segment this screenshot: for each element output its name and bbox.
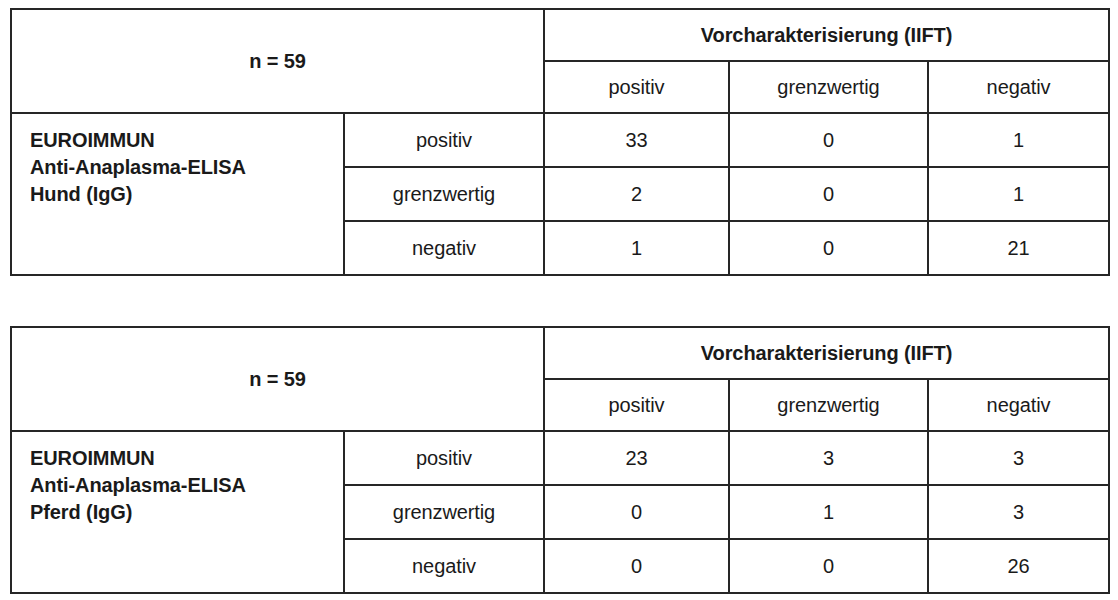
value-cell: 3: [928, 485, 1109, 539]
value-cell: 0: [729, 539, 928, 593]
value-cell: 1: [544, 221, 729, 275]
anaplasma-elisa-pferd-table: n = 59 Vorcharakterisierung (IIFT) posit…: [10, 326, 1110, 594]
col-header-negativ: negativ: [928, 379, 1109, 431]
assay-name-line: EUROIMMUN: [30, 445, 333, 472]
col-header-positiv: positiv: [544, 379, 729, 431]
value-cell: 23: [544, 431, 729, 485]
assay-name-line: Anti-Anaplasma-ELISA: [30, 154, 333, 181]
value-cell: 26: [928, 539, 1109, 593]
value-cell: 1: [928, 113, 1109, 167]
sample-count-cell: n = 59: [11, 9, 544, 113]
value-cell: 0: [544, 485, 729, 539]
col-header-grenzwertig: grenzwertig: [729, 61, 928, 113]
group-header-cell: Vorcharakterisierung (IIFT): [544, 327, 1109, 379]
assay-label-cell: EUROIMMUN Anti-Anaplasma-ELISA Hund (IgG…: [11, 113, 344, 275]
assay-name-line: Anti-Anaplasma-ELISA: [30, 472, 333, 499]
value-cell: 0: [729, 113, 928, 167]
value-cell: 0: [729, 167, 928, 221]
value-cell: 0: [544, 539, 729, 593]
row-header-grenzwertig: grenzwertig: [344, 167, 544, 221]
col-header-positiv: positiv: [544, 61, 729, 113]
value-cell: 21: [928, 221, 1109, 275]
row-header-positiv: positiv: [344, 113, 544, 167]
assay-name-line: Pferd (IgG): [30, 499, 333, 526]
assay-name-line: Hund (IgG): [30, 181, 333, 208]
table-row-positiv: EUROIMMUN Anti-Anaplasma-ELISA Pferd (Ig…: [11, 431, 1109, 485]
group-header-cell: Vorcharakterisierung (IIFT): [544, 9, 1109, 61]
value-cell: 0: [729, 221, 928, 275]
value-cell: 2: [544, 167, 729, 221]
row-header-grenzwertig: grenzwertig: [344, 485, 544, 539]
value-cell: 3: [928, 431, 1109, 485]
value-cell: 1: [729, 485, 928, 539]
row-header-positiv: positiv: [344, 431, 544, 485]
assay-name-line: EUROIMMUN: [30, 127, 333, 154]
row-header-negativ: negativ: [344, 539, 544, 593]
col-header-grenzwertig: grenzwertig: [729, 379, 928, 431]
table-row-positiv: EUROIMMUN Anti-Anaplasma-ELISA Hund (IgG…: [11, 113, 1109, 167]
page: n = 59 Vorcharakterisierung (IIFT) posit…: [0, 0, 1118, 600]
value-cell: 1: [928, 167, 1109, 221]
value-cell: 3: [729, 431, 928, 485]
table-header-row-1: n = 59 Vorcharakterisierung (IIFT): [11, 9, 1109, 61]
anaplasma-elisa-hund-table: n = 59 Vorcharakterisierung (IIFT) posit…: [10, 8, 1110, 276]
table-header-row-1: n = 59 Vorcharakterisierung (IIFT): [11, 327, 1109, 379]
sample-count-cell: n = 59: [11, 327, 544, 431]
assay-label-cell: EUROIMMUN Anti-Anaplasma-ELISA Pferd (Ig…: [11, 431, 344, 593]
col-header-negativ: negativ: [928, 61, 1109, 113]
value-cell: 33: [544, 113, 729, 167]
row-header-negativ: negativ: [344, 221, 544, 275]
